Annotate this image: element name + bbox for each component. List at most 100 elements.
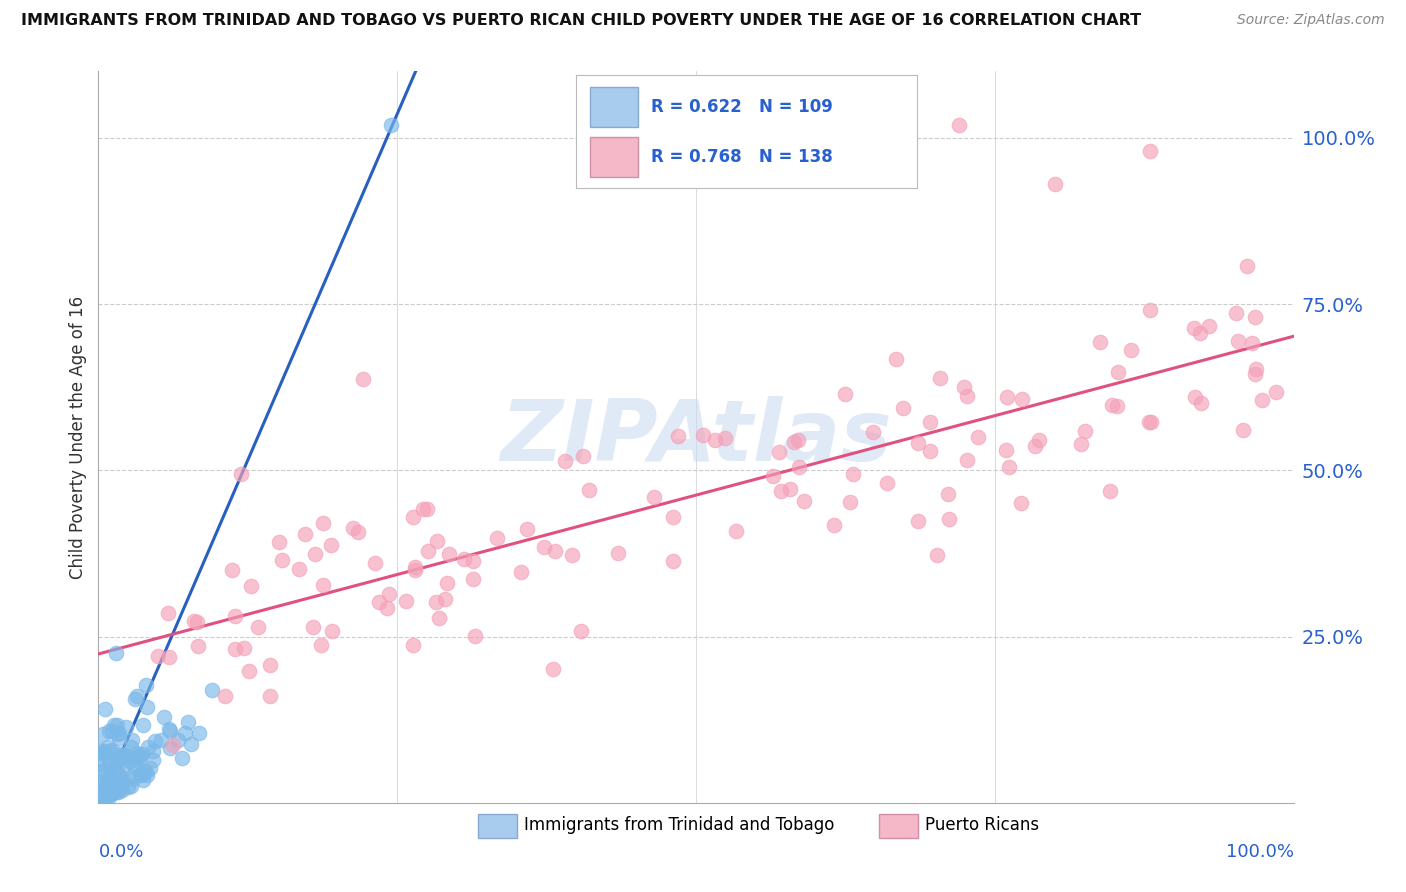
Point	[412, 502, 434, 516]
Point	[394, 593, 416, 607]
Point	[157, 650, 180, 665]
Point	[1137, 415, 1160, 429]
Point	[224, 642, 246, 657]
Point	[124, 692, 146, 706]
Y-axis label: Child Poverty Under the Age of 16: Child Poverty Under the Age of 16	[69, 295, 87, 579]
Point	[321, 624, 343, 638]
Point	[110, 771, 132, 785]
Point	[187, 726, 209, 740]
Point	[108, 731, 131, 745]
Point	[927, 548, 949, 562]
Point	[247, 620, 270, 634]
Point	[269, 534, 291, 549]
Point	[352, 372, 374, 386]
Point	[104, 764, 127, 779]
Point	[152, 710, 174, 724]
Point	[105, 785, 128, 799]
Point	[929, 371, 952, 385]
Point	[936, 487, 959, 501]
Point	[533, 540, 555, 554]
Point	[131, 747, 153, 762]
Point	[143, 734, 166, 748]
Point	[98, 743, 121, 757]
Point	[91, 744, 114, 758]
Point	[186, 615, 208, 629]
Point	[783, 435, 806, 450]
Point	[87, 794, 110, 808]
Point	[114, 721, 136, 735]
Point	[884, 351, 907, 366]
Point	[125, 746, 148, 760]
Point	[110, 749, 132, 764]
Point	[955, 453, 977, 467]
Point	[1121, 343, 1143, 358]
Point	[148, 648, 170, 663]
Point	[180, 737, 202, 751]
Point	[91, 763, 114, 777]
Text: 100.0%: 100.0%	[1226, 843, 1294, 861]
Point	[89, 788, 111, 802]
Point	[108, 772, 131, 787]
Point	[862, 425, 884, 440]
Point	[1107, 365, 1129, 379]
Point	[1225, 306, 1247, 320]
Point	[107, 785, 129, 799]
Point	[132, 718, 155, 732]
Point	[105, 755, 128, 769]
Point	[87, 780, 110, 795]
Point	[453, 552, 475, 566]
Point	[378, 587, 401, 601]
Point	[107, 782, 129, 797]
Point	[120, 754, 142, 768]
Point	[104, 775, 127, 789]
Point	[117, 780, 139, 794]
Point	[607, 546, 630, 560]
Point	[114, 747, 136, 761]
Point	[107, 726, 129, 740]
Point	[105, 646, 128, 660]
Point	[159, 741, 181, 756]
Point	[174, 725, 197, 739]
Point	[725, 524, 748, 538]
Point	[404, 563, 426, 577]
Point	[967, 429, 990, 443]
Point	[149, 732, 172, 747]
Point	[578, 483, 600, 497]
Point	[998, 460, 1021, 475]
FancyBboxPatch shape	[879, 814, 918, 838]
Point	[1024, 440, 1046, 454]
Point	[136, 768, 159, 782]
Point	[1198, 318, 1220, 333]
Point	[139, 761, 162, 775]
Point	[121, 772, 143, 787]
Point	[100, 784, 122, 798]
Point	[304, 547, 326, 561]
Point	[402, 638, 425, 652]
Point	[125, 753, 148, 767]
Point	[346, 525, 368, 540]
Point	[1139, 144, 1161, 158]
Point	[105, 754, 128, 768]
Point	[121, 732, 143, 747]
Point	[427, 610, 450, 624]
Point	[159, 724, 181, 739]
Point	[463, 572, 485, 586]
Point	[128, 748, 150, 763]
Point	[311, 578, 333, 592]
Point	[541, 662, 564, 676]
Point	[100, 769, 122, 783]
Point	[271, 553, 294, 567]
Point	[554, 454, 576, 468]
Point	[834, 387, 856, 401]
Point	[101, 743, 124, 757]
Point	[138, 739, 160, 754]
Point	[375, 601, 398, 615]
Point	[98, 723, 121, 738]
Point	[105, 718, 128, 732]
Point	[104, 772, 127, 787]
Point	[157, 722, 180, 736]
Point	[893, 401, 915, 416]
Point	[98, 789, 121, 804]
Point	[135, 678, 157, 692]
Point	[1088, 334, 1111, 349]
